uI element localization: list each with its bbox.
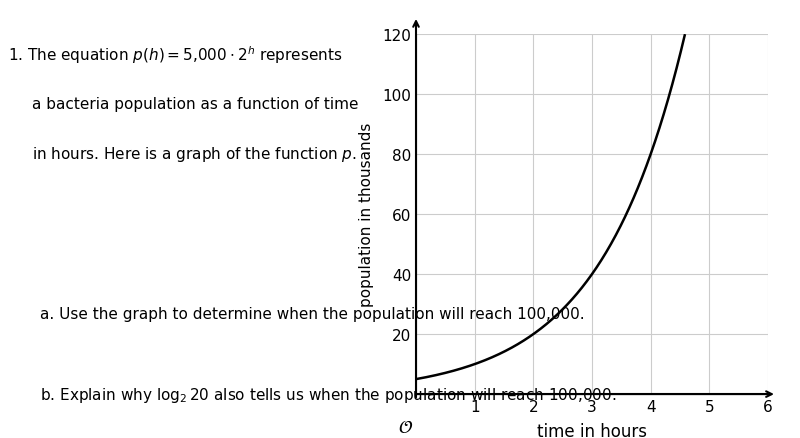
Text: 1. The equation $p(h) = 5{,}000 \cdot 2^h$ represents: 1. The equation $p(h) = 5{,}000 \cdot 2^… [8,44,342,65]
Y-axis label: population in thousands: population in thousands [359,123,374,307]
X-axis label: time in hours: time in hours [537,422,647,438]
Text: a. Use the graph to determine when the population will reach 100,000.: a. Use the graph to determine when the p… [40,307,585,321]
Text: b. Explain why $\log_2 20$ also tells us when the population will reach 100,000.: b. Explain why $\log_2 20$ also tells us… [40,385,616,404]
Text: a bacteria population as a function of time: a bacteria population as a function of t… [32,96,358,111]
Text: $\mathcal{O}$: $\mathcal{O}$ [398,418,413,436]
Text: in hours. Here is a graph of the function $p$.: in hours. Here is a graph of the functio… [32,145,357,163]
